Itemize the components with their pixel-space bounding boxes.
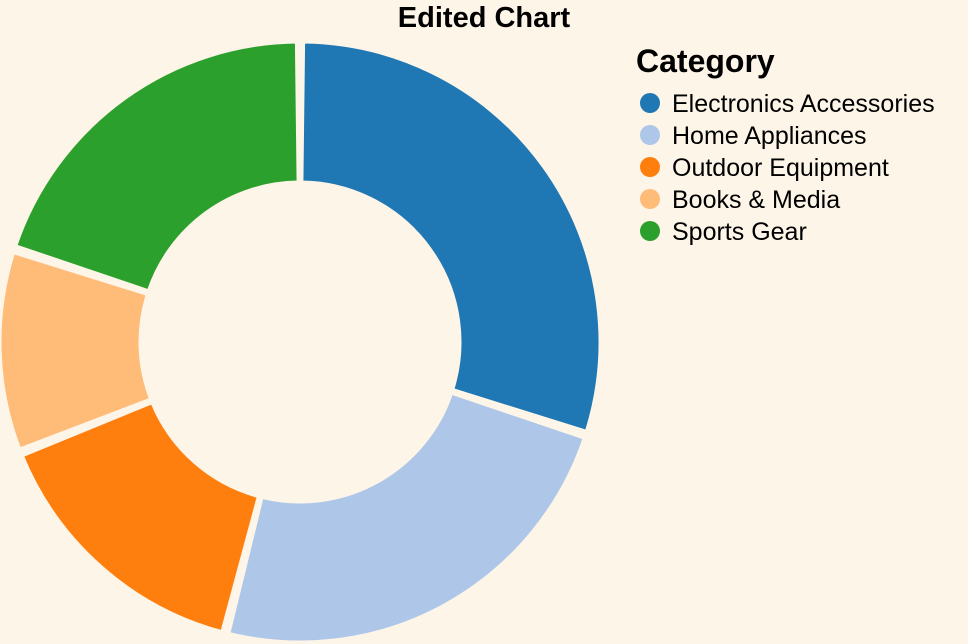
legend-item-books-and-media[interactable]: Books & Media [640, 186, 840, 214]
legend-label: Outdoor Equipment [672, 154, 889, 182]
legend-item-electronics-accessories[interactable]: Electronics Accessories [640, 90, 935, 118]
slice-books-and-media[interactable] [0, 251, 153, 451]
legend-item-sports-gear[interactable]: Sports Gear [640, 218, 807, 246]
slice-sports-gear[interactable] [14, 40, 300, 293]
legend-swatch [640, 157, 660, 177]
slice-electronics-accessories[interactable] [300, 40, 602, 433]
legend: Electronics Accessories Home Appliances Ou… [640, 90, 935, 246]
legend-item-home-appliances[interactable]: Home Appliances [640, 122, 867, 150]
legend-swatch [640, 125, 660, 145]
legend-title: Category [636, 43, 775, 79]
slices-group [0, 40, 602, 644]
legend-swatch [640, 221, 660, 241]
slice-home-appliances[interactable] [227, 391, 586, 644]
legend-swatch [640, 189, 660, 209]
legend-item-outdoor-equipment[interactable]: Outdoor Equipment [640, 154, 889, 182]
legend-label: Sports Gear [672, 218, 807, 246]
legend-swatch [640, 93, 660, 113]
slice-outdoor-equipment[interactable] [20, 401, 260, 634]
legend-label: Books & Media [672, 186, 840, 214]
legend-label: Home Appliances [672, 122, 867, 150]
legend-label: Electronics Accessories [672, 90, 935, 118]
chart-title: Edited Chart [398, 2, 571, 34]
